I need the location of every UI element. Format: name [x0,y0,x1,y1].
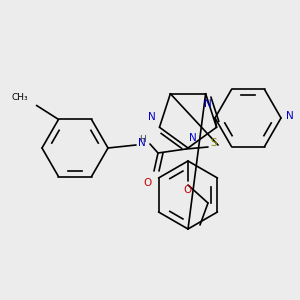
Text: H: H [140,136,146,145]
Text: S: S [211,138,217,148]
Text: N: N [204,99,212,109]
Text: CH₃: CH₃ [12,93,28,102]
Text: N: N [148,112,155,122]
Text: N: N [189,133,197,143]
Text: N: N [286,111,294,121]
Text: N: N [138,138,146,148]
Text: O: O [184,185,192,195]
Text: O: O [144,178,152,188]
